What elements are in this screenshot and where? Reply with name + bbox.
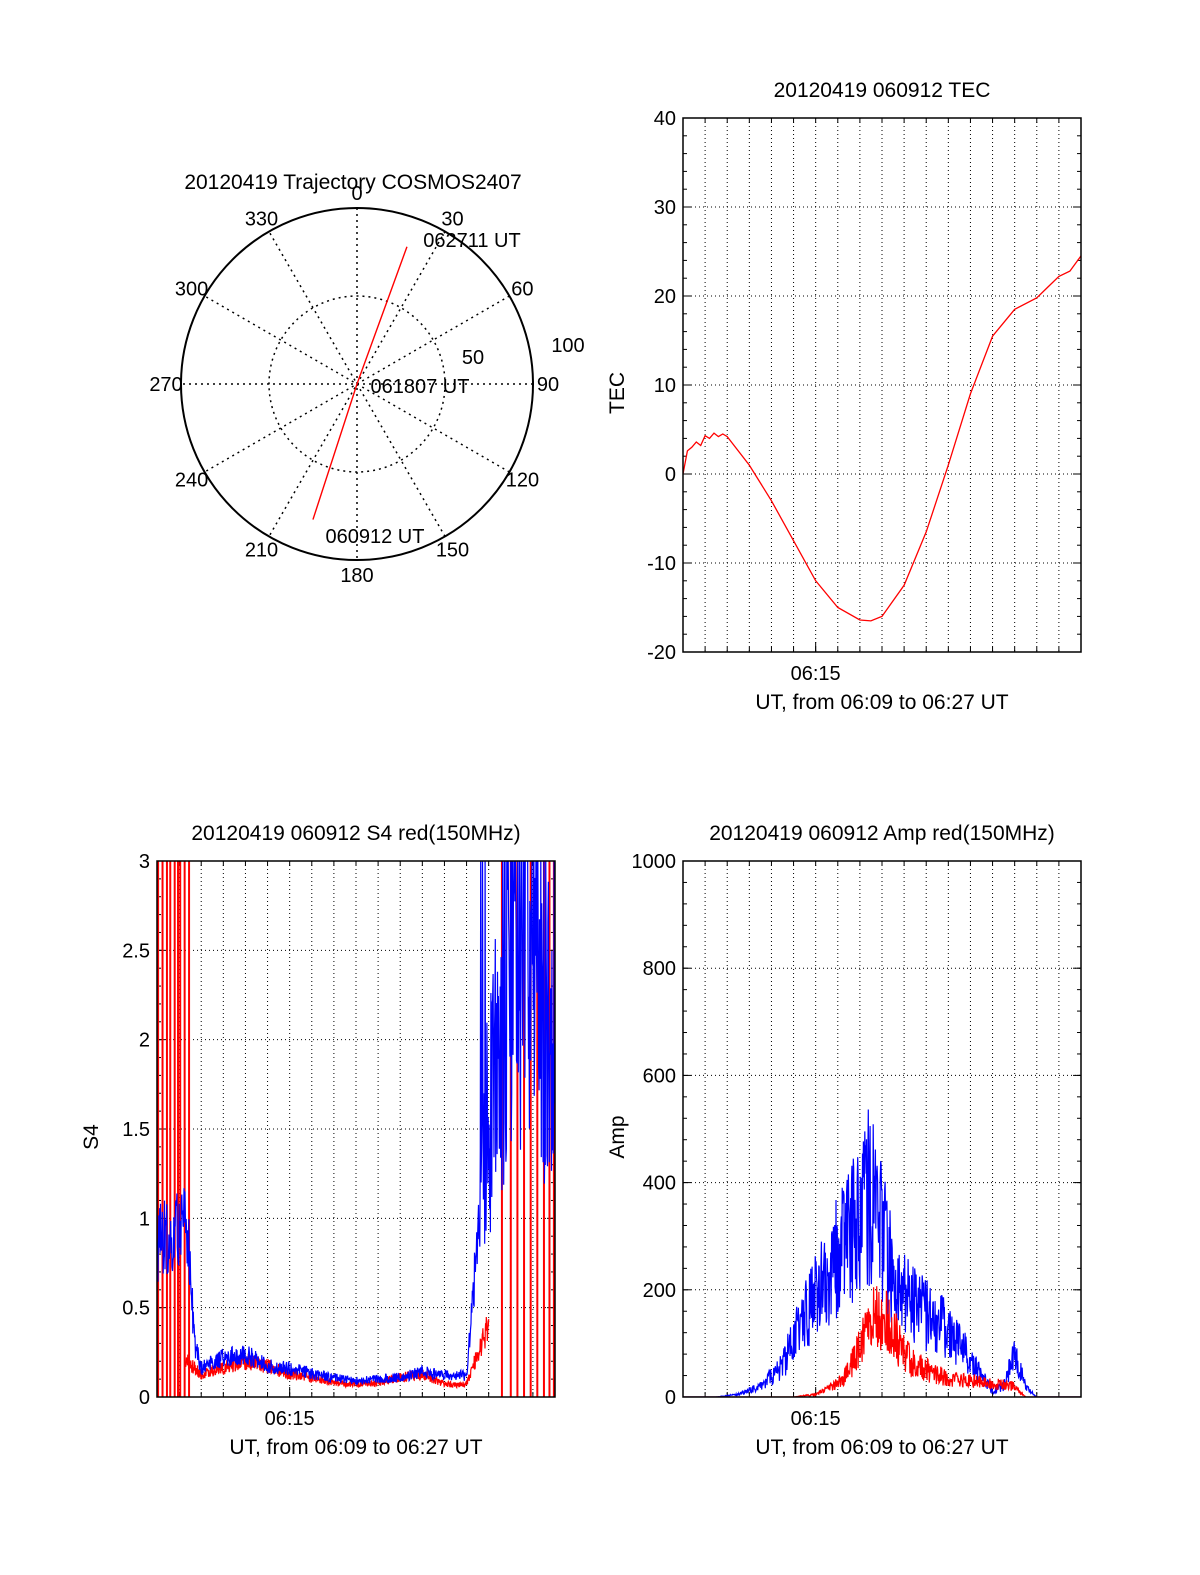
polar-angle-tick-label: 180 bbox=[340, 565, 373, 587]
amp-y-tick-label: 1000 bbox=[632, 851, 677, 873]
amp-y-tick-label: 200 bbox=[643, 1280, 676, 1302]
tec-y-axis-label: TEC bbox=[606, 372, 629, 414]
s4-y-tick-label: 0.5 bbox=[122, 1298, 150, 1320]
tec-y-tick-label: 10 bbox=[654, 375, 676, 397]
polar-angle-tick-label: 150 bbox=[436, 539, 469, 561]
amp-panel: 0 200 400 600 800 1000 06:15 UT, from 06:09 to … bbox=[606, 822, 1082, 1459]
s4-y-tick-label: 2 bbox=[139, 1030, 150, 1052]
polar-angle-tick-label: 90 bbox=[537, 374, 559, 396]
amp-y-tick-label: 600 bbox=[643, 1065, 676, 1087]
tec-y-tick-label: -20 bbox=[647, 642, 676, 664]
amp-x-axis-label: UT, from 06:09 to 06:27 UT bbox=[755, 1436, 1008, 1459]
tec-title: 20120419 060912 TEC bbox=[774, 79, 991, 102]
s4-y-tick-label: 0 bbox=[139, 1387, 150, 1409]
amp-title: 20120419 060912 Amp red(150MHz) bbox=[709, 822, 1055, 845]
tec-plot-frame bbox=[682, 117, 1082, 653]
polar-angle-tick-label: 120 bbox=[506, 470, 539, 492]
polar-radial-tick-label: 100 bbox=[551, 335, 584, 357]
tec-panel: -20 -10 0 10 20 30 40 06:15 UT, from 06:09 to 06… bbox=[606, 79, 1082, 714]
s4-x-axis-label: UT, from 06:09 to 06:27 UT bbox=[229, 1436, 482, 1459]
tec-y-tick-label: 0 bbox=[665, 464, 676, 486]
tec-y-tick-label: 30 bbox=[654, 197, 676, 219]
polar-trajectory-line bbox=[312, 246, 408, 520]
polar-title: 20120419 Trajectory COSMOS2407 bbox=[184, 171, 521, 194]
s4-x-tick-label: 06:15 bbox=[265, 1408, 315, 1430]
amp-series-line-1 bbox=[683, 1286, 1081, 1397]
amp-y-tick-label: 800 bbox=[643, 958, 676, 980]
tec-x-tick-label: 06:15 bbox=[791, 663, 841, 685]
amp-series-line-0 bbox=[683, 1109, 1081, 1397]
s4-y-axis-label: S4 bbox=[80, 1124, 103, 1150]
s4-data-layer bbox=[157, 861, 555, 1397]
s4-panel: 0 0.5 1 1.5 2 2.5 3 06:15 UT, from 06:09 to 06:2… bbox=[80, 822, 556, 1459]
polar-angle-tick-label: 270 bbox=[149, 374, 182, 396]
s4-y-tick-label: 2.5 bbox=[122, 940, 150, 962]
polar-angle-tick-label: 0 bbox=[351, 183, 362, 205]
polar-angle-tick-label: 300 bbox=[175, 279, 208, 301]
s4-y-tick-label: 1 bbox=[139, 1208, 150, 1230]
polar-radial-tick-label: 50 bbox=[462, 347, 484, 369]
polar-angle-tick-label: 30 bbox=[441, 209, 463, 231]
s4-y-tick-label: 1.5 bbox=[122, 1119, 150, 1141]
polar-angle-tick-label: 210 bbox=[245, 539, 278, 561]
polar-angle-tick-label: 60 bbox=[511, 279, 533, 301]
amp-y-tick-label: 0 bbox=[665, 1387, 676, 1409]
polar-time-annotation: 060912 UT bbox=[326, 526, 425, 548]
amp-data-layer bbox=[683, 1109, 1081, 1397]
tec-y-tick-label: -10 bbox=[647, 553, 676, 575]
tec-x-axis-label: UT, from 06:09 to 06:27 UT bbox=[755, 691, 1008, 714]
polar-time-annotation: 061807 UT bbox=[371, 376, 470, 398]
amp-y-axis-label: Amp bbox=[606, 1115, 629, 1158]
s4-title: 20120419 060912 S4 red(150MHz) bbox=[191, 822, 520, 845]
s4-series-line-1 bbox=[157, 861, 555, 1385]
amp-x-tick-label: 06:15 bbox=[791, 1408, 841, 1430]
amp-plot-frame bbox=[682, 860, 1082, 1398]
s4-y-tick-label: 3 bbox=[139, 851, 150, 873]
tec-data-layer bbox=[683, 255, 1081, 622]
polar-time-annotation: 062711 UT bbox=[423, 230, 520, 252]
polar-angle-tick-label: 240 bbox=[175, 470, 208, 492]
tec-series-line-0 bbox=[683, 255, 1081, 622]
polar-angle-tick-label: 330 bbox=[245, 209, 278, 231]
s4-plot-frame bbox=[156, 860, 556, 1398]
tec-y-tick-label: 40 bbox=[654, 108, 676, 130]
tec-y-tick-label: 20 bbox=[654, 286, 676, 308]
amp-y-tick-label: 400 bbox=[643, 1173, 676, 1195]
